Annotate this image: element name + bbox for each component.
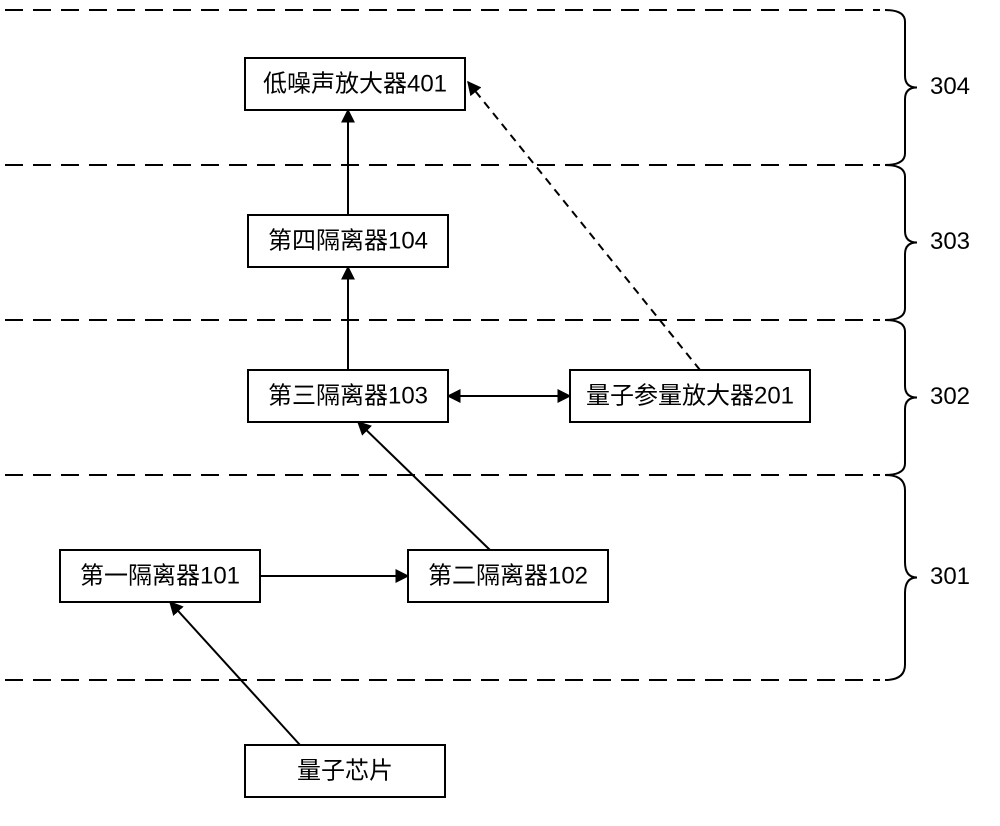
zone-label: 304 [930, 73, 970, 100]
zone-brace [885, 165, 917, 320]
node-qchip: 量子芯片 [245, 745, 445, 797]
node-iso103: 第三隔离器103 [248, 370, 448, 422]
zone-brace [885, 320, 917, 475]
zone-label: 303 [930, 228, 970, 255]
zone-label: 302 [930, 383, 970, 410]
node-lna401: 低噪声放大器401 [245, 58, 465, 110]
node-label: 第三隔离器103 [268, 382, 428, 409]
node-label: 低噪声放大器401 [263, 70, 447, 97]
node-iso102: 第二隔离器102 [408, 550, 608, 602]
node-label: 第四隔离器104 [268, 227, 428, 254]
edge-qchip-iso101 [170, 602, 300, 745]
edge-qpa201-lna401 [468, 82, 700, 370]
edge-iso102-iso103 [358, 422, 490, 550]
zone-brace [885, 475, 917, 680]
node-label: 第一隔离器101 [80, 562, 240, 589]
node-iso101: 第一隔离器101 [60, 550, 260, 602]
node-label: 量子参量放大器201 [586, 382, 794, 409]
zone-brace [885, 10, 917, 165]
nodes-layer: 低噪声放大器401 第四隔离器104 第三隔离器103 量子参量放大器201 第一隔离器… [60, 58, 810, 797]
node-label: 量子芯片 [297, 757, 393, 784]
diagram-canvas: 304 303 302 301 低噪声放大器401 第四隔离器104 第三隔离器103 量子… [0, 0, 1000, 826]
node-label: 第二隔离器102 [428, 562, 588, 589]
zone-label: 301 [930, 563, 970, 590]
node-qpa201: 量子参量放大器201 [570, 370, 810, 422]
node-iso104: 第四隔离器104 [248, 215, 448, 267]
